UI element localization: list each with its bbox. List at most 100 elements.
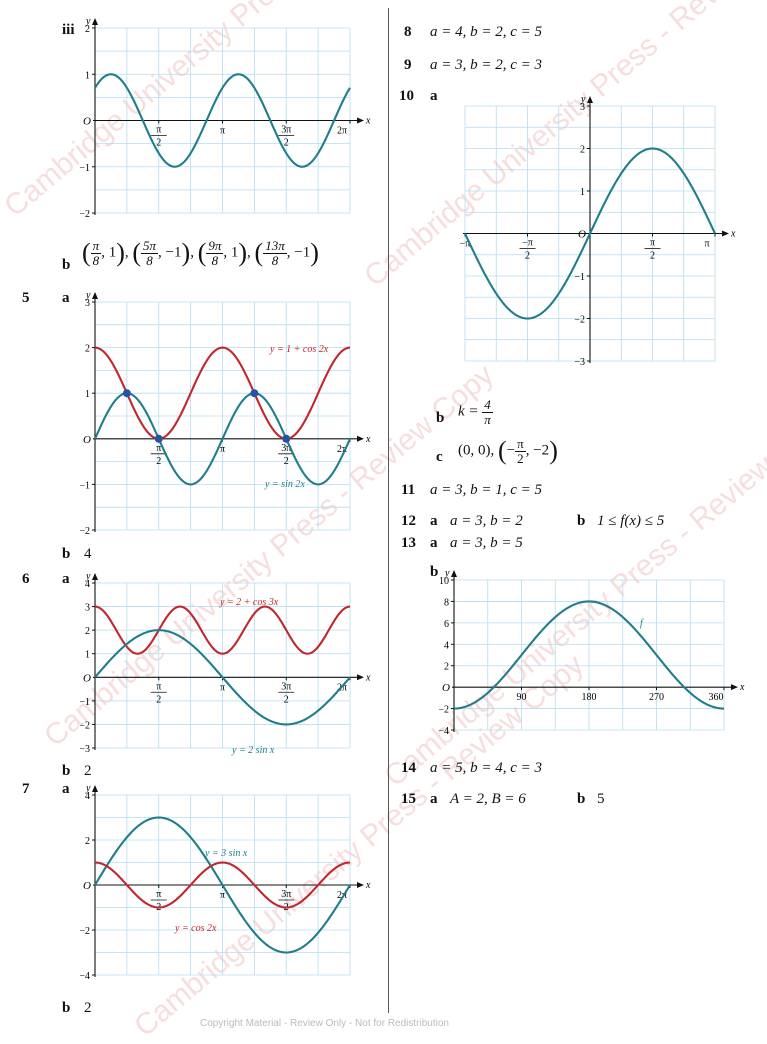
svg-text:π: π — [156, 125, 161, 136]
x-axis-arrow-icon — [731, 684, 738, 691]
y-axis-arrow-icon — [92, 785, 98, 792]
origin-label: O — [83, 672, 91, 684]
y-axis-arrow-icon — [92, 18, 98, 25]
y-tick-label: 3 — [85, 603, 90, 614]
curve-label-1: y = 2 + cos 3x — [219, 597, 279, 608]
y-axis-label: y — [85, 16, 91, 27]
y-tick-label: 2 — [444, 662, 449, 673]
curve-label-1: y = 3 sin x — [204, 848, 248, 859]
q11-answer: a = 3, b = 1, c = 5 — [430, 482, 543, 498]
y-tick-label: −2 — [79, 209, 90, 220]
y-axis-label: y — [85, 290, 91, 301]
curve-2 — [94, 392, 351, 486]
y-tick-label: 1 — [580, 187, 585, 198]
x-tick-label: π — [220, 890, 225, 901]
x-axis-label: x — [730, 229, 736, 240]
svg-text:2: 2 — [156, 456, 161, 467]
footer: Copyright Material - Review Only - Not f… — [200, 1018, 449, 1029]
curve-1 — [94, 605, 351, 655]
svg-text:π: π — [650, 238, 655, 249]
x-tick-label: π — [704, 239, 709, 250]
question-9-number: 9 — [404, 57, 412, 73]
y-axis-arrow-icon — [587, 96, 593, 103]
q14-answer: a = 5, b = 4, c = 3 — [430, 760, 543, 776]
y-tick-label: 3 — [580, 102, 585, 113]
part-label-c: c — [436, 449, 443, 465]
part-label-a: a — [62, 781, 70, 797]
question-10-number: 10 — [399, 88, 414, 104]
q7b-answer: 2 — [84, 1000, 92, 1016]
question-12-number: 12 — [401, 513, 416, 529]
intersection-point — [154, 434, 163, 443]
part-label-b: b — [577, 513, 586, 529]
svg-text:2: 2 — [525, 251, 530, 262]
y-tick-label: −2 — [79, 926, 90, 937]
x-tick-label: 270 — [649, 692, 664, 703]
x-tick-label: 3π2 — [278, 681, 295, 705]
curve-1 — [453, 600, 725, 710]
x-axis-arrow-icon — [357, 674, 364, 681]
q4b-answer: (π 8, 1), (5π 8, −1), (9π 8, 1), (13π 8, −1) — [82, 237, 319, 268]
svg-text:2: 2 — [156, 694, 161, 705]
y-tick-label: 2 — [85, 24, 90, 35]
y-tick-label: 2 — [85, 836, 90, 847]
part-label-b: b — [62, 1000, 71, 1016]
x-tick-label: −π — [460, 239, 471, 250]
q8-answer: a = 4, b = 2, c = 5 — [430, 24, 543, 40]
svg-text:2: 2 — [284, 138, 289, 149]
x-tick-label: 2π — [337, 126, 347, 137]
svg-text:π: π — [156, 443, 161, 454]
q10b-denominator: π — [484, 411, 491, 427]
x-axis-label: x — [365, 672, 371, 683]
y-tick-label: −1 — [79, 697, 90, 708]
q13a-answer: a = 3, b = 5 — [450, 535, 523, 551]
y-tick-label: 1 — [85, 70, 90, 81]
x-tick-label: π — [220, 682, 225, 693]
curve-1 — [464, 147, 716, 320]
svg-text:2: 2 — [156, 138, 161, 149]
y-tick-label: 8 — [444, 597, 449, 608]
svg-text:π: π — [156, 681, 161, 692]
y-tick-label: 4 — [444, 640, 449, 651]
intersection-point — [250, 389, 259, 398]
x-tick-label: 360 — [709, 692, 724, 703]
x-axis-arrow-icon — [357, 882, 364, 888]
column-divider — [388, 8, 389, 1013]
origin-label: O — [442, 682, 450, 694]
part-label-a: a — [430, 535, 438, 551]
curve-label-1: f — [640, 618, 644, 629]
y-tick-label: −4 — [438, 726, 449, 737]
svg-text:3π: 3π — [281, 889, 291, 900]
x-tick-label: 180 — [582, 692, 597, 703]
q10b-numerator: 4 — [482, 397, 493, 413]
q15a-answer: A = 2, B = 6 — [450, 791, 526, 807]
x-axis-arrow-icon — [722, 230, 729, 237]
curve-1 — [94, 816, 351, 954]
x-axis-label: x — [365, 434, 371, 445]
y-tick-label: −1 — [574, 272, 585, 283]
y-tick-label: 4 — [85, 579, 90, 590]
intersection-point — [282, 434, 291, 443]
svg-text:3π: 3π — [281, 125, 291, 136]
q10c-answer: (0, 0), (− π 2, −2) — [458, 435, 558, 466]
q10c-numerator: π — [515, 435, 526, 452]
question-6-number: 6 — [22, 571, 30, 587]
origin-label: O — [83, 116, 91, 128]
question-7-number: 7 — [22, 781, 30, 797]
question-11-number: 11 — [401, 482, 416, 498]
curve-1 — [94, 346, 351, 440]
part-label-b: b — [577, 791, 586, 807]
curve-label-2: y = 2 sin x — [231, 745, 275, 756]
y-tick-label: 2 — [85, 344, 90, 355]
x-axis-arrow-icon — [357, 435, 364, 442]
y-tick-label: −1 — [79, 480, 90, 491]
curve-label-2: y = cos 2x — [174, 923, 217, 934]
y-tick-label: 2 — [580, 145, 585, 156]
q9-answer: a = 3, b = 2, c = 3 — [430, 57, 543, 73]
x-tick-label: 90 — [517, 692, 527, 703]
question-5-number: 5 — [22, 290, 30, 306]
x-tick-label: π — [220, 126, 225, 137]
part-label-iii: iii — [62, 22, 75, 38]
